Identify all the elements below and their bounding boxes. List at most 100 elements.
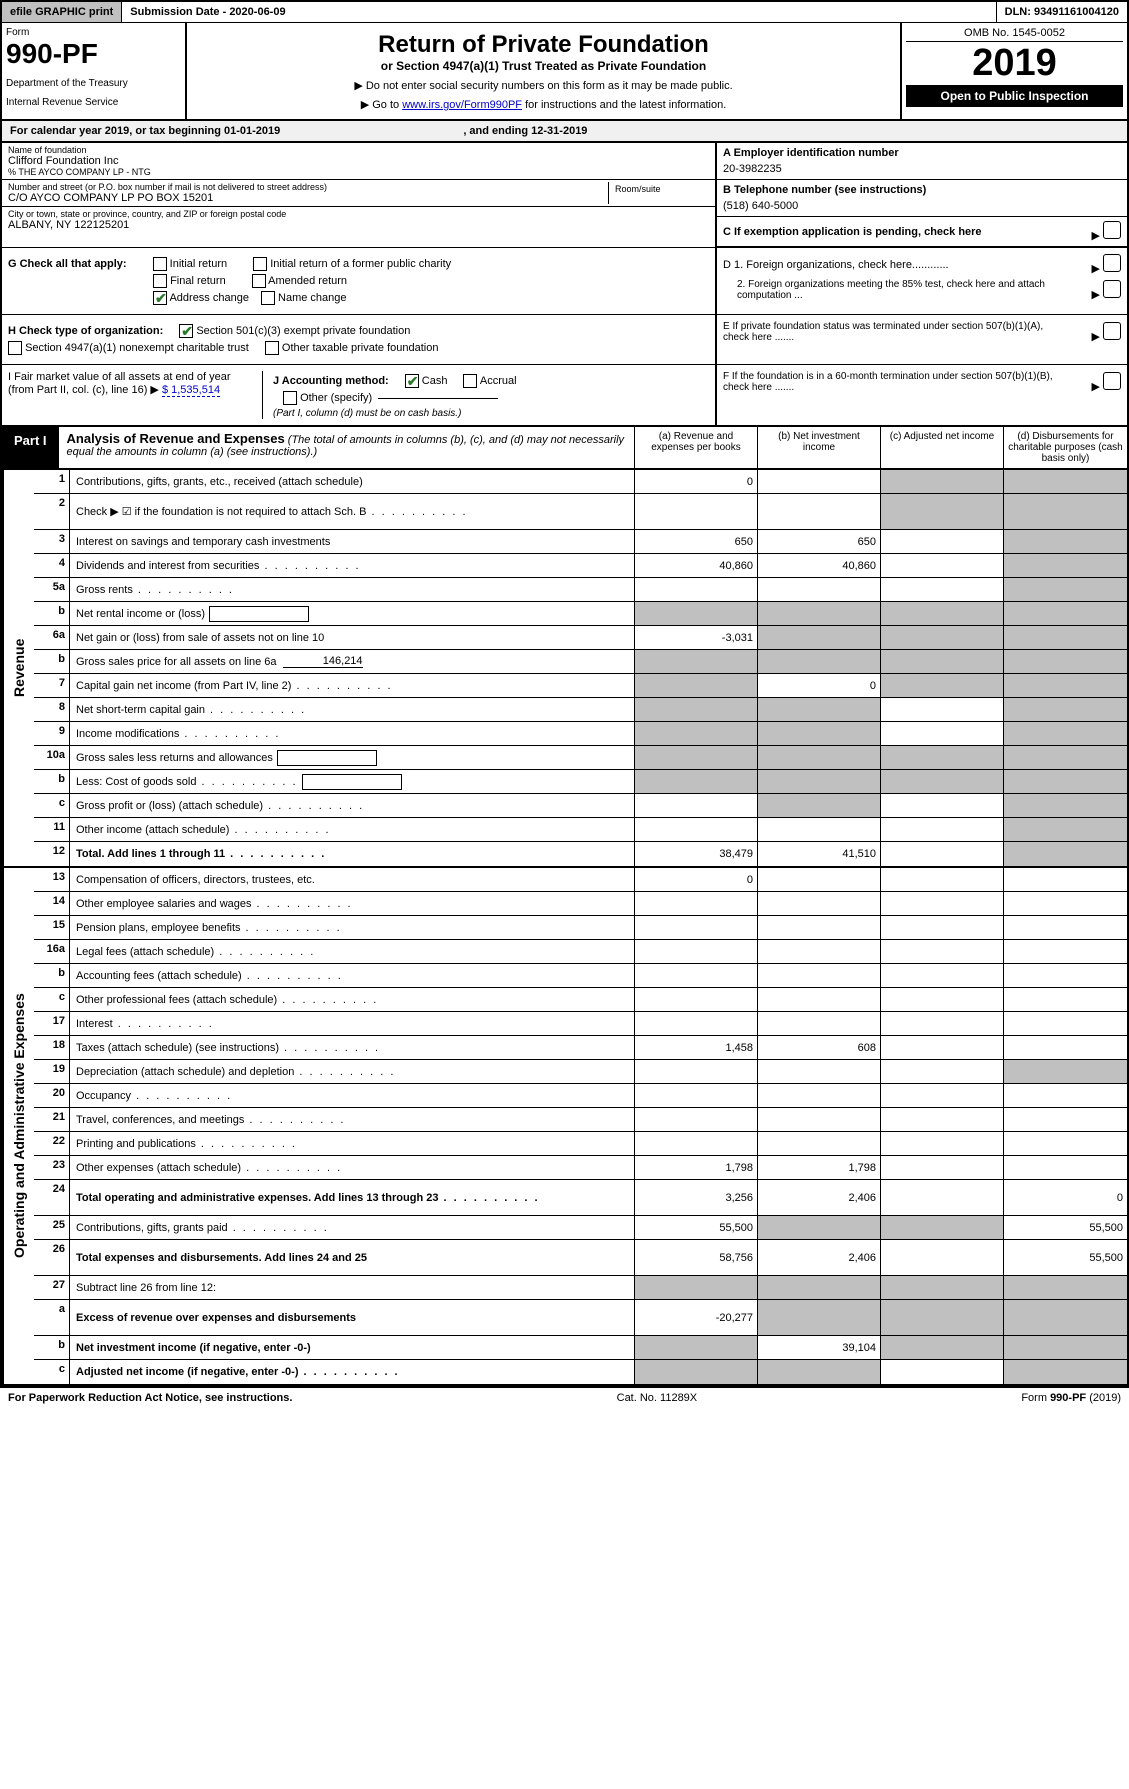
- j-other-field[interactable]: [378, 398, 498, 399]
- e-checkbox[interactable]: [1103, 322, 1121, 340]
- g-line-3: Address change Name change: [8, 291, 709, 305]
- cell: [635, 1012, 758, 1035]
- cell: [758, 1132, 881, 1155]
- instruction-2: ▶ Go to www.irs.gov/Form990PF for instru…: [195, 98, 892, 111]
- pending-checkbox[interactable]: [1103, 221, 1121, 239]
- j-other-checkbox[interactable]: [283, 391, 297, 405]
- part1-title-block: Part I Analysis of Revenue and Expenses …: [2, 427, 635, 468]
- table-row: 26Total expenses and disbursements. Add …: [34, 1240, 1127, 1276]
- desc-cell: Less: Cost of goods sold: [70, 770, 635, 793]
- cell: [881, 1108, 1004, 1131]
- address-row: Number and street (or P.O. box number if…: [2, 180, 715, 207]
- desc-cell: Depreciation (attach schedule) and deple…: [70, 1060, 635, 1083]
- cell: [881, 650, 1004, 673]
- room-block: Room/suite: [609, 182, 709, 204]
- cell: 7: [34, 674, 70, 697]
- cell: [881, 1060, 1004, 1083]
- i-value: $ 1,535,514: [162, 384, 220, 397]
- j-accrual-checkbox[interactable]: [463, 374, 477, 388]
- g-address-checkbox[interactable]: [153, 291, 167, 305]
- cell: 41,510: [758, 842, 881, 866]
- desc-cell: Compensation of officers, directors, tru…: [70, 868, 635, 891]
- cell: 40,860: [758, 554, 881, 577]
- table-row: 24Total operating and administrative exp…: [34, 1180, 1127, 1216]
- cell: [635, 578, 758, 601]
- desc-cell: Net short-term capital gain: [70, 698, 635, 721]
- desc-cell: Accounting fees (attach schedule): [70, 964, 635, 987]
- cell: [881, 916, 1004, 939]
- cell: [1004, 494, 1127, 529]
- cell: [635, 650, 758, 673]
- cell: [1004, 554, 1127, 577]
- header-center: Return of Private Foundation or Section …: [187, 23, 902, 119]
- f-label: F If the foundation is in a 60-month ter…: [723, 371, 1053, 393]
- f-row: F If the foundation is in a 60-month ter…: [723, 371, 1121, 393]
- cell: [758, 1060, 881, 1083]
- cell: [881, 1300, 1004, 1335]
- desc-cell: Printing and publications: [70, 1132, 635, 1155]
- table-row: cOther professional fees (attach schedul…: [34, 988, 1127, 1012]
- cell: b: [34, 1336, 70, 1359]
- g-name-checkbox[interactable]: [261, 291, 275, 305]
- cell: [758, 916, 881, 939]
- table-row: 8Net short-term capital gain: [34, 698, 1127, 722]
- cell: 13: [34, 868, 70, 891]
- j-cash-checkbox[interactable]: [405, 374, 419, 388]
- dln-label: DLN: 93491161004120: [997, 2, 1127, 22]
- cell: 22: [34, 1132, 70, 1155]
- table-row: 13Compensation of officers, directors, t…: [34, 868, 1127, 892]
- cell: [881, 1216, 1004, 1239]
- cell: 3,256: [635, 1180, 758, 1215]
- cell: [635, 1336, 758, 1359]
- cell: [881, 602, 1004, 625]
- cell: [635, 916, 758, 939]
- f-checkbox[interactable]: [1103, 372, 1121, 390]
- ein-label: A Employer identification number: [723, 147, 1121, 159]
- cell: [881, 940, 1004, 963]
- cell: [1004, 916, 1127, 939]
- g-final-checkbox[interactable]: [153, 274, 167, 288]
- cell: [758, 940, 881, 963]
- part1-title: Analysis of Revenue and Expenses: [67, 431, 285, 446]
- section-d: D 1. Foreign organizations, check here..…: [717, 248, 1127, 314]
- d1-row: D 1. Foreign organizations, check here..…: [723, 254, 1121, 275]
- desc-cell: Dividends and interest from securities: [70, 554, 635, 577]
- identity-left: Name of foundation Clifford Foundation I…: [2, 143, 717, 247]
- h-501c3-checkbox[interactable]: [179, 324, 193, 338]
- cell: 2,406: [758, 1240, 881, 1275]
- g-amended-checkbox[interactable]: [252, 274, 266, 288]
- desc-cell: Check ▶ ☑ if the foundation is not requi…: [70, 494, 635, 529]
- cell: [1004, 1084, 1127, 1107]
- ein-value: 20-3982235: [723, 163, 1121, 175]
- desc-cell: Excess of revenue over expenses and disb…: [70, 1300, 635, 1335]
- revenue-body: 1Contributions, gifts, grants, etc., rec…: [34, 470, 1127, 866]
- cell: 55,500: [635, 1216, 758, 1239]
- calyear-begin: 01-01-2019: [224, 125, 280, 137]
- section-ij-f: I Fair market value of all assets at end…: [2, 365, 1127, 425]
- j-block: J Accounting method: Cash Accrual Other …: [273, 371, 709, 419]
- e-label: E If private foundation status was termi…: [723, 321, 1053, 343]
- cell: 20: [34, 1084, 70, 1107]
- h-4947-checkbox[interactable]: [8, 341, 22, 355]
- cell: [635, 1276, 758, 1299]
- g-initial-checkbox[interactable]: [153, 257, 167, 271]
- table-row: 19Depreciation (attach schedule) and dep…: [34, 1060, 1127, 1084]
- pending-block: C If exemption application is pending, c…: [717, 217, 1127, 247]
- d2-checkbox[interactable]: [1103, 280, 1121, 298]
- irs-link[interactable]: www.irs.gov/Form990PF: [402, 99, 522, 111]
- cell: [635, 940, 758, 963]
- cell: 1,798: [635, 1156, 758, 1179]
- cell: [635, 722, 758, 745]
- d1-checkbox[interactable]: [1103, 254, 1121, 272]
- j-line-2: Other (specify): [273, 391, 709, 405]
- cell: 0: [635, 868, 758, 891]
- h-other-checkbox[interactable]: [265, 341, 279, 355]
- calendar-year-row: For calendar year 2019, or tax beginning…: [2, 121, 1127, 143]
- cell: [1004, 1360, 1127, 1384]
- cell: 2: [34, 494, 70, 529]
- room-label: Room/suite: [615, 184, 703, 194]
- g-line-1: G Check all that apply: Initial return I…: [8, 257, 709, 271]
- cell: [635, 964, 758, 987]
- g-initial-former-checkbox[interactable]: [253, 257, 267, 271]
- table-row: 16aLegal fees (attach schedule): [34, 940, 1127, 964]
